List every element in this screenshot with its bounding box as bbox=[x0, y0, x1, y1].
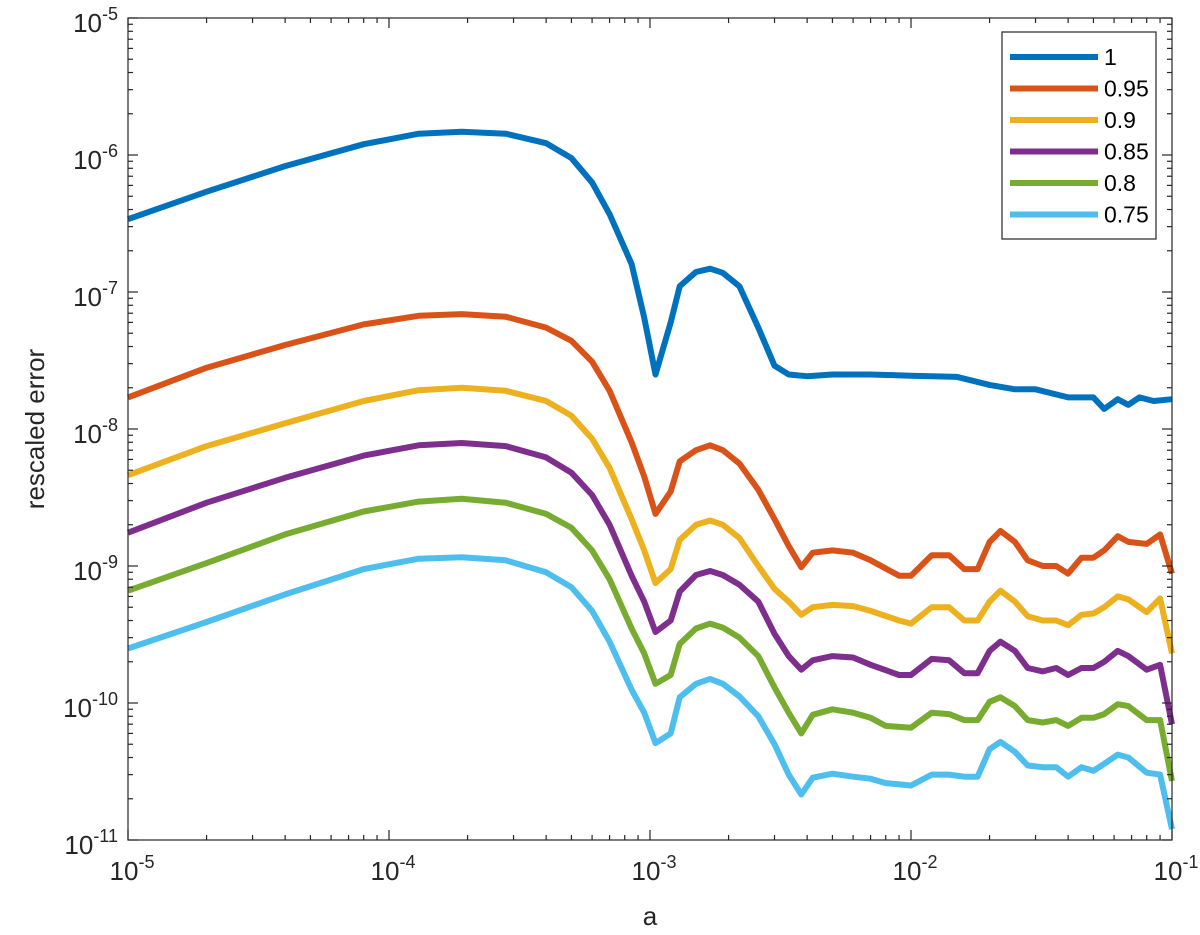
series-layer bbox=[126, 128, 1175, 830]
legend-label-0: 1 bbox=[1104, 44, 1117, 70]
x-tick-label: 10-1 bbox=[1154, 852, 1199, 886]
series-line-0 bbox=[127, 128, 1173, 412]
x-tick-label: 10-2 bbox=[893, 852, 938, 886]
y-tick-label: 10-6 bbox=[73, 141, 118, 175]
x-tick-label: 10-5 bbox=[110, 852, 155, 886]
x-tick-label: 10-3 bbox=[632, 852, 677, 886]
y-tick-labels: 10-5 10-6 10-7 10-8 10-9 10-10 10-11 bbox=[63, 4, 118, 860]
legend-label-5: 0.75 bbox=[1104, 202, 1149, 228]
series-line-1 bbox=[126, 311, 1175, 579]
plot-area bbox=[126, 17, 1175, 841]
x-tick-label: 10-4 bbox=[371, 852, 416, 886]
y-tick-label: 10-5 bbox=[73, 4, 118, 38]
y-tick-label: 10-9 bbox=[73, 552, 118, 586]
series-line-5 bbox=[127, 554, 1175, 830]
ticks-layer bbox=[127, 17, 1173, 841]
y-tick-label: 10-7 bbox=[73, 278, 118, 312]
series-line-3 bbox=[126, 440, 1175, 725]
series-line-4 bbox=[127, 495, 1175, 782]
legend-entries: 1 0.95 0.9 0.85 0.8 0.75 bbox=[1010, 44, 1149, 228]
legend-label-3: 0.85 bbox=[1104, 139, 1149, 165]
legend-label-1: 0.95 bbox=[1104, 76, 1149, 102]
series-line-2 bbox=[126, 384, 1175, 655]
legend-box bbox=[1001, 31, 1157, 240]
legend-label-4: 0.8 bbox=[1104, 170, 1136, 196]
x-axis-label: a bbox=[643, 901, 658, 931]
y-tick-label: 10-8 bbox=[73, 415, 118, 449]
legend: 1 0.95 0.9 0.85 0.8 0.75 bbox=[1001, 31, 1157, 240]
y-tick-label: 10-11 bbox=[64, 826, 118, 860]
legend-label-2: 0.9 bbox=[1104, 107, 1136, 133]
y-axis-label: rescaled error bbox=[20, 348, 50, 509]
y-tick-label: 10-10 bbox=[63, 689, 118, 723]
x-tick-labels: 10-5 10-4 10-3 10-2 10-1 bbox=[110, 852, 1199, 886]
